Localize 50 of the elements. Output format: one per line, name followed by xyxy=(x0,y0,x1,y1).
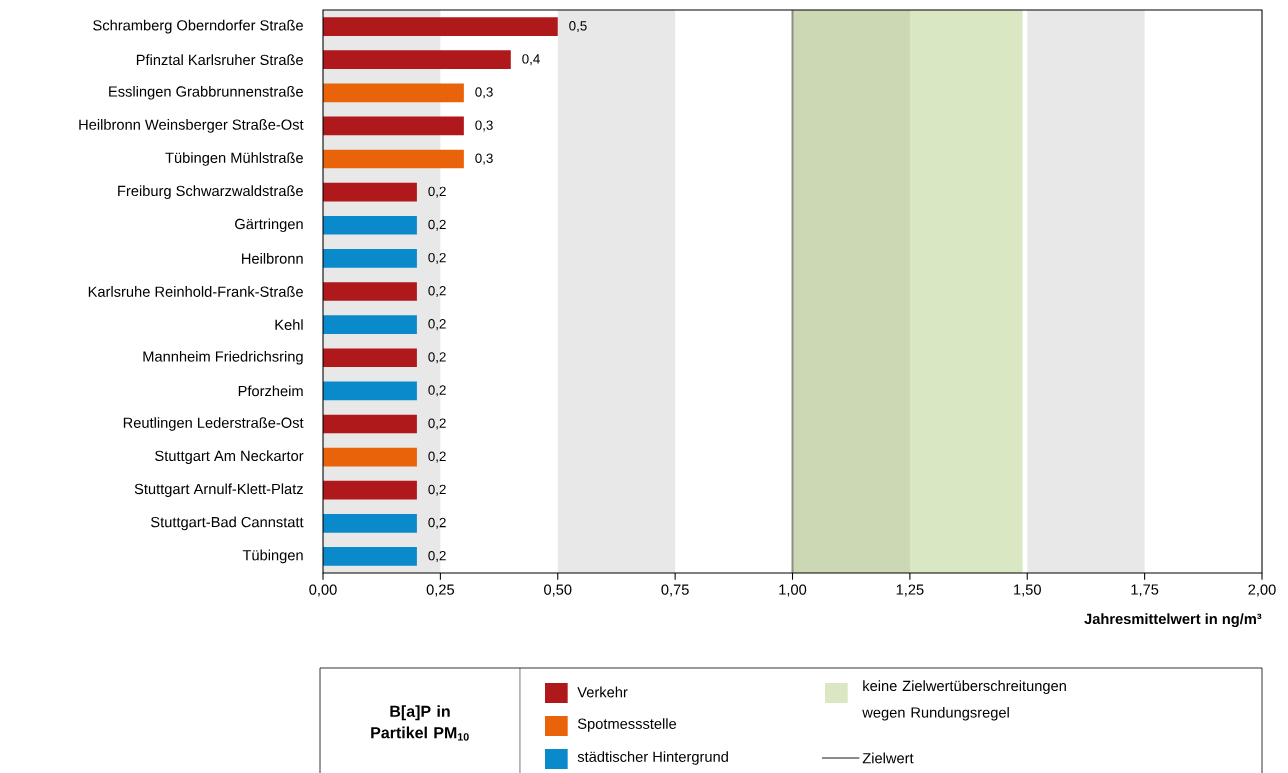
legend-label: Verkehr xyxy=(577,686,628,698)
x-tick-label: 0,75 xyxy=(661,584,689,597)
y-tick-label: Gärtringen xyxy=(235,218,303,233)
y-tick-label: Karlsruhe Reinhold-Frank-Straße xyxy=(88,286,303,297)
y-tick-label: Heilbronn xyxy=(242,253,303,264)
y-tick-label: Stuttgart-Bad Cannstatt xyxy=(151,516,304,531)
legend-label: keine Zielwertüberschreitungen wegen Rundungsregel xyxy=(862,680,1066,721)
y-tick-label: Stuttgart Am Neckartor xyxy=(155,450,304,464)
y-tick-label: Tübingen Mühlstraße xyxy=(165,152,303,166)
y-tick-label: Tübingen xyxy=(242,549,303,564)
x-tick-label: 1,75 xyxy=(1131,584,1159,597)
x-axis-title: Jahresmittelwert in ng/m³ xyxy=(1084,613,1262,628)
y-tick-label: Pforzheim xyxy=(238,385,303,397)
y-tick-label: Heilbronn Weinsberger Straße-Ost xyxy=(79,119,304,133)
legend-title: B[a]P in Partikel PM$_{10}$ xyxy=(371,705,469,741)
legend-label: städtischer Hintergrund xyxy=(577,751,728,765)
x-tick-label: 1,50 xyxy=(1014,584,1041,597)
x-tick-label: 0,50 xyxy=(544,584,572,597)
data-label: 0,3 xyxy=(475,120,493,132)
data-label: 0,2 xyxy=(428,418,446,430)
data-label: 0,2 xyxy=(428,186,446,198)
y-tick-label: Schramberg Oberndorfer Straße xyxy=(93,19,303,34)
y-tick-label: Mannheim Friedrichsring xyxy=(143,350,303,365)
data-label: 0,2 xyxy=(428,319,446,331)
data-label: 0,2 xyxy=(428,385,446,397)
legend-label: Spotmessstelle xyxy=(577,718,677,732)
data-label: 0,2 xyxy=(428,252,446,264)
data-label: 0,5 xyxy=(569,21,587,33)
y-tick-label: Stuttgart Arnulf-Klett-Platz xyxy=(134,483,303,498)
data-label: 0,2 xyxy=(428,484,446,496)
y-tick-label: Freiburg Schwarzwaldstraße xyxy=(118,185,303,199)
data-label: 0,3 xyxy=(475,87,493,99)
data-label: 0,2 xyxy=(428,550,446,562)
legend-label: Zielwert xyxy=(862,752,914,764)
data-label: 0,2 xyxy=(428,286,446,298)
y-tick-label: Kehl xyxy=(275,319,303,331)
x-tick-label: 0,00 xyxy=(309,584,337,597)
x-tick-label: 2,00 xyxy=(1248,584,1276,597)
y-tick-label: Esslingen Grabbrunnenstraße xyxy=(109,85,303,100)
data-label: 0,3 xyxy=(475,153,493,165)
x-tick-label: 0,25 xyxy=(426,584,455,597)
x-tick-label: 1,25 xyxy=(896,584,924,597)
data-label: 0,2 xyxy=(428,219,446,231)
x-tick-label: 1,00 xyxy=(779,584,807,597)
data-label: 0,4 xyxy=(522,54,540,66)
y-tick-label: Reutlingen Lederstraße-Ost xyxy=(123,417,304,431)
data-label: 0,2 xyxy=(428,352,446,364)
y-tick-label: Pfinztal Karlsruher Straße xyxy=(136,54,303,66)
data-label: 0,2 xyxy=(428,451,446,463)
data-label: 0,2 xyxy=(428,517,446,529)
